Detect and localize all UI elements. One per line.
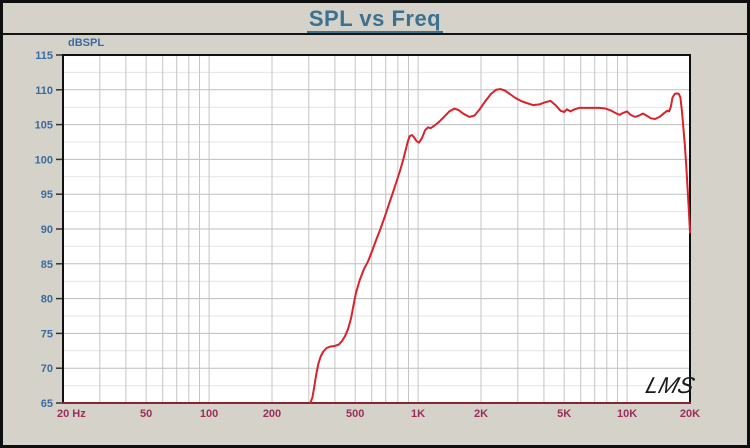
y-tick-label: 95 [41,189,53,201]
x-tick-label: 5K [557,408,571,420]
y-tick-label: 115 [35,50,53,62]
y-tick-label: 105 [35,120,53,132]
x-tick-label: 20 Hz [57,408,86,420]
y-tick-label: 80 [41,294,53,306]
chart-title: SPL vs Freq [306,6,444,34]
y-tick-label: 65 [41,398,53,410]
y-tick-label: 75 [41,328,53,340]
x-tick-label: 1K [411,408,425,420]
lms-logo: LMS [643,372,698,397]
spl-curve [309,88,691,404]
y-tick-label: 100 [35,154,53,166]
y-tick-label: 90 [41,224,53,236]
y-axis-unit-label: dBSPL [68,37,105,49]
x-tick-label: 2K [474,408,488,420]
x-tick-label: 50 [140,408,152,420]
y-tick-label: 110 [35,85,53,97]
y-tick-label: 70 [41,363,53,375]
title-divider [3,33,747,35]
x-tick-label: 10K [617,408,637,420]
chart-title-bar: SPL vs Freq [0,6,750,34]
x-tick-label: 500 [346,408,364,420]
x-tick-label: 100 [200,408,218,420]
x-tick-label: 200 [263,408,281,420]
y-tick-label: 85 [41,259,53,271]
x-tick-label: 20K [680,408,700,420]
